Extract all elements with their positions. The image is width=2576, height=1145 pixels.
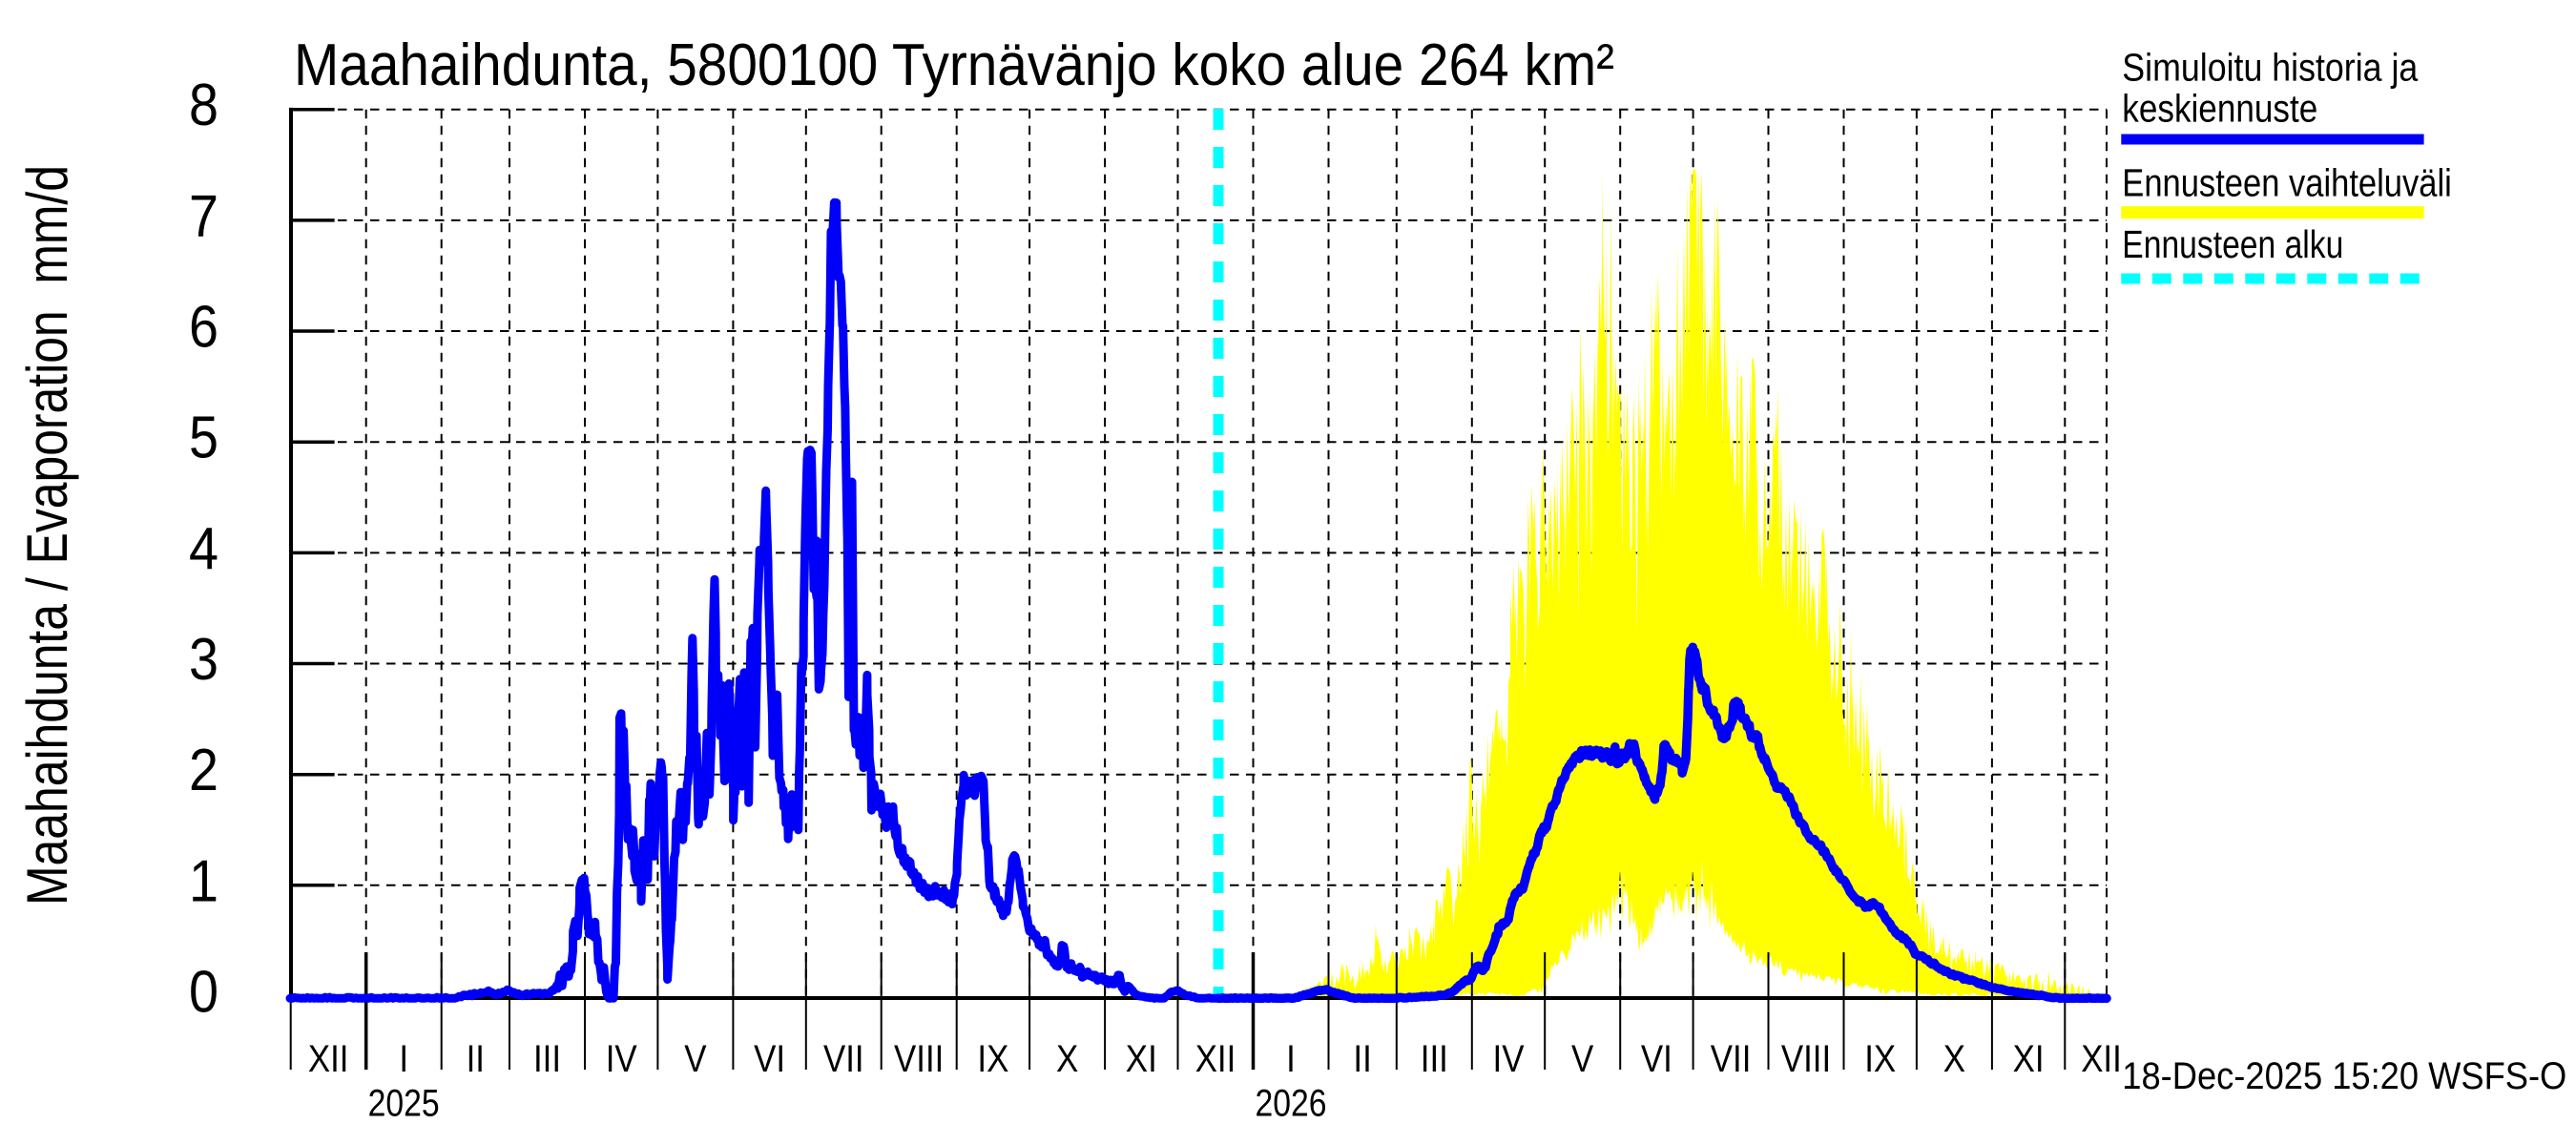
svg-text:7: 7 xyxy=(189,183,218,249)
svg-text:XII: XII xyxy=(2081,1038,2122,1080)
svg-text:Maahaihdunta / Evaporation mm: Maahaihdunta / Evaporation mm/d xyxy=(15,165,79,906)
svg-text:keskiennuste: keskiennuste xyxy=(2122,87,2317,131)
svg-text:XII: XII xyxy=(308,1038,349,1080)
svg-text:VI: VI xyxy=(1641,1038,1672,1080)
svg-text:2: 2 xyxy=(189,738,218,803)
svg-text:3: 3 xyxy=(189,627,218,693)
svg-text:IX: IX xyxy=(977,1038,1008,1080)
svg-text:XII: XII xyxy=(1195,1038,1236,1080)
svg-text:IV: IV xyxy=(606,1038,637,1080)
svg-text:I: I xyxy=(1286,1038,1296,1080)
svg-text:Simuloitu historia ja: Simuloitu historia ja xyxy=(2122,46,2418,90)
svg-text:4: 4 xyxy=(189,516,218,582)
svg-text:II: II xyxy=(1353,1038,1371,1080)
svg-text:XI: XI xyxy=(1126,1038,1157,1080)
svg-text:III: III xyxy=(1421,1038,1448,1080)
svg-text:IV: IV xyxy=(1493,1038,1525,1080)
svg-text:Ennusteen alku: Ennusteen alku xyxy=(2122,222,2343,266)
svg-text:2025: 2025 xyxy=(368,1083,440,1125)
svg-text:X: X xyxy=(1056,1038,1078,1080)
svg-text:0: 0 xyxy=(189,960,218,1026)
svg-text:6: 6 xyxy=(189,295,218,361)
svg-text:V: V xyxy=(684,1038,707,1080)
svg-text:2026: 2026 xyxy=(1255,1083,1326,1125)
svg-text:II: II xyxy=(467,1038,485,1080)
svg-text:I: I xyxy=(399,1038,408,1080)
svg-text:VII: VII xyxy=(823,1038,864,1080)
svg-text:IX: IX xyxy=(1864,1038,1896,1080)
svg-text:Ennusteen vaihteluväli: Ennusteen vaihteluväli xyxy=(2122,161,2452,205)
svg-text:Maahaihdunta, 5800100 Tyrnävän: Maahaihdunta, 5800100 Tyrnävänjo koko al… xyxy=(294,32,1614,98)
svg-text:III: III xyxy=(533,1038,561,1080)
svg-text:XI: XI xyxy=(2013,1038,2045,1080)
svg-text:5: 5 xyxy=(189,406,218,471)
svg-text:VII: VII xyxy=(1711,1038,1752,1080)
svg-text:18-Dec-2025 15:20 WSFS-O: 18-Dec-2025 15:20 WSFS-O xyxy=(2122,1055,2566,1097)
svg-text:VIII: VIII xyxy=(894,1038,944,1080)
svg-text:VI: VI xyxy=(754,1038,785,1080)
svg-text:V: V xyxy=(1571,1038,1594,1080)
svg-text:X: X xyxy=(1943,1038,1965,1080)
svg-text:1: 1 xyxy=(189,848,218,914)
svg-text:8: 8 xyxy=(189,73,218,138)
svg-text:VIII: VIII xyxy=(1781,1038,1831,1080)
